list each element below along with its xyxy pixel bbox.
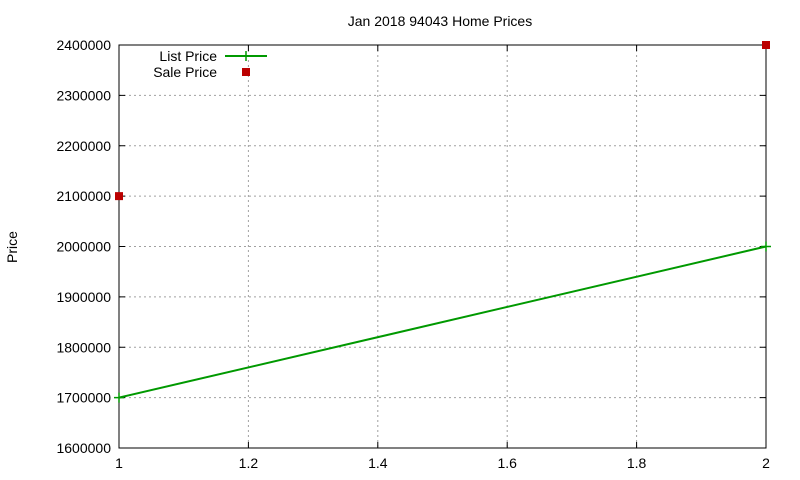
y-tick-label: 1700000 bbox=[56, 390, 111, 406]
axis-ticks: 1600000 1700000 1800000 1900000 2000000 21000… bbox=[56, 37, 770, 471]
y-tick-label: 2300000 bbox=[56, 87, 111, 103]
y-tick-label: 2100000 bbox=[56, 188, 111, 204]
list-price-line bbox=[118, 245, 767, 399]
y-tick-label: 2200000 bbox=[56, 138, 111, 154]
y-tick-label: 2400000 bbox=[56, 37, 111, 53]
legend-marker-sale-price bbox=[242, 68, 250, 76]
legend-label-sale-price: Sale Price bbox=[153, 64, 217, 80]
chart-title: Jan 2018 94043 Home Prices bbox=[348, 13, 532, 29]
y-tick-label: 2000000 bbox=[56, 239, 111, 255]
legend-label-list-price: List Price bbox=[159, 48, 217, 64]
x-tick-label: 1 bbox=[115, 455, 123, 471]
x-tick-label: 1.4 bbox=[368, 455, 388, 471]
y-tick-label: 1900000 bbox=[56, 289, 111, 305]
x-tick-label: 2 bbox=[762, 455, 770, 471]
y-tick-label: 1800000 bbox=[56, 339, 111, 355]
plot-frame bbox=[118, 44, 767, 449]
x-tick-label: 1.2 bbox=[239, 455, 259, 471]
y-tick-label: 1600000 bbox=[56, 440, 111, 456]
x-tick-label: 1.6 bbox=[497, 455, 517, 471]
y-axis-label: Price bbox=[4, 231, 20, 263]
grid-lines bbox=[119, 45, 766, 448]
list-price-point bbox=[761, 241, 771, 252]
sale-price-point bbox=[762, 41, 770, 49]
x-tick-label: 1.8 bbox=[627, 455, 647, 471]
series-layer bbox=[114, 41, 771, 403]
legend-marker-list-price bbox=[241, 51, 251, 61]
sale-price-point bbox=[115, 192, 123, 201]
list-price-point bbox=[114, 392, 124, 403]
